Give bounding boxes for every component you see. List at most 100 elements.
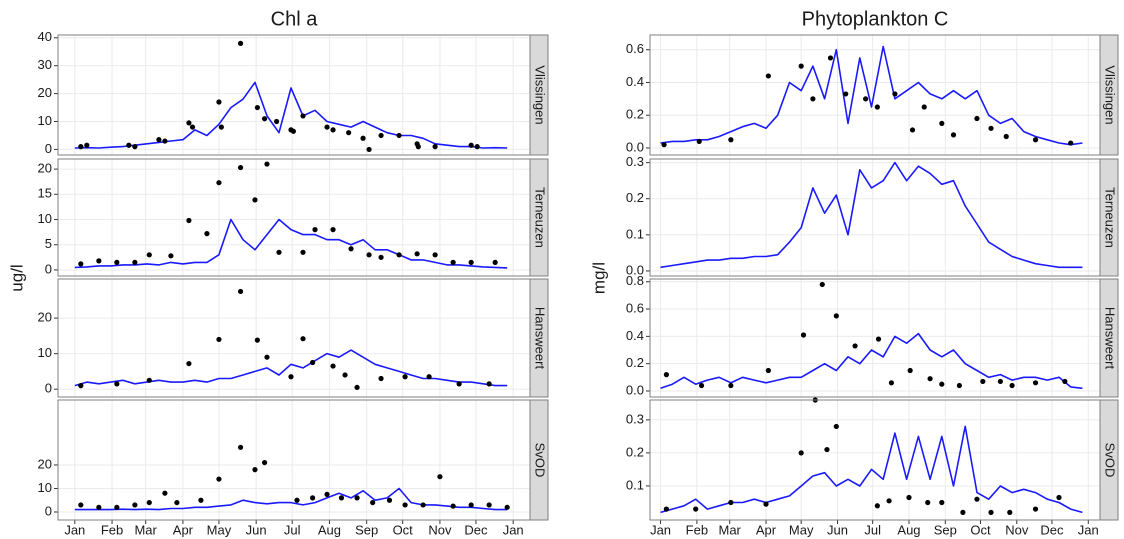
y-tick-label: 0.1 bbox=[626, 477, 644, 492]
model-line bbox=[74, 487, 508, 511]
observation-point bbox=[698, 382, 705, 389]
observation-point bbox=[763, 501, 769, 507]
observation-point bbox=[132, 502, 138, 508]
observation-point bbox=[84, 142, 90, 148]
observation-point bbox=[186, 217, 192, 224]
observation-point bbox=[132, 259, 138, 265]
observation-point bbox=[216, 180, 222, 186]
observation-point bbox=[437, 474, 443, 480]
y-axis-label: mg/l bbox=[589, 262, 608, 294]
observation-point bbox=[174, 499, 180, 506]
y-tick-label: 0.3 bbox=[626, 411, 644, 426]
observation-point bbox=[892, 91, 898, 97]
observation-point bbox=[254, 337, 260, 343]
observation-point bbox=[96, 504, 102, 510]
y-tick-label: 0.6 bbox=[626, 41, 644, 56]
observation-point bbox=[354, 495, 360, 501]
observation-point bbox=[420, 502, 426, 508]
observation-point bbox=[1032, 506, 1039, 512]
observation-point bbox=[288, 374, 294, 380]
observation-point bbox=[330, 363, 336, 369]
observation-point bbox=[330, 127, 336, 133]
observation-point bbox=[114, 259, 120, 265]
observation-point bbox=[300, 336, 306, 342]
x-tick-label: Sep bbox=[934, 522, 957, 537]
observation-point bbox=[261, 116, 268, 122]
observation-point bbox=[950, 132, 957, 138]
chart-title: Chl a bbox=[271, 8, 319, 30]
model-line bbox=[74, 81, 508, 149]
observation-point bbox=[693, 506, 699, 512]
x-tick-label: Nov bbox=[1005, 522, 1029, 537]
y-tick-label: 15 bbox=[38, 186, 52, 201]
observation-point bbox=[663, 372, 670, 378]
chart-title: Phytoplankton C bbox=[802, 8, 949, 30]
strip bbox=[1099, 34, 1119, 156]
x-tick-label: May bbox=[207, 522, 232, 537]
x-tick-label: Sep bbox=[355, 522, 378, 537]
observation-point bbox=[300, 113, 306, 119]
observation-point bbox=[78, 144, 84, 150]
observation-point bbox=[114, 504, 120, 510]
strip bbox=[529, 34, 549, 156]
observation-point bbox=[396, 132, 402, 139]
y-tick-label: 30 bbox=[38, 57, 52, 72]
x-tick-label: Mar bbox=[718, 522, 741, 537]
observation-point bbox=[1068, 140, 1074, 146]
observation-point bbox=[366, 252, 372, 258]
observation-point bbox=[156, 137, 162, 143]
observation-point bbox=[824, 446, 830, 453]
observation-point bbox=[252, 197, 258, 203]
observation-point bbox=[988, 509, 994, 515]
model-line bbox=[660, 45, 1083, 146]
observation-point bbox=[78, 383, 84, 389]
x-tick-label: Oct bbox=[393, 522, 414, 537]
observation-point bbox=[78, 261, 84, 267]
strip-label: Terneuzen bbox=[533, 187, 548, 248]
observation-point bbox=[492, 259, 498, 265]
y-axis-label: ug/l bbox=[7, 264, 26, 291]
observation-point bbox=[819, 281, 825, 288]
strip-label: Terneuzen bbox=[1103, 187, 1118, 248]
observation-point bbox=[925, 499, 931, 506]
panel-background bbox=[58, 159, 530, 276]
x-tick-label: Jun bbox=[246, 522, 267, 537]
y-tick-label: 5 bbox=[45, 236, 52, 251]
observation-point bbox=[663, 506, 670, 512]
observation-point bbox=[254, 104, 260, 111]
observation-point bbox=[486, 502, 492, 508]
observation-point bbox=[132, 144, 138, 150]
observation-point bbox=[273, 118, 280, 125]
observation-point bbox=[348, 246, 354, 252]
observation-point bbox=[886, 498, 892, 504]
observation-point bbox=[146, 499, 152, 506]
observation-point bbox=[396, 252, 402, 258]
strip bbox=[529, 158, 549, 277]
observation-point bbox=[888, 380, 895, 386]
x-tick-label: Jul bbox=[284, 522, 301, 537]
observation-point bbox=[798, 63, 804, 69]
x-tick-label: Feb bbox=[101, 522, 123, 537]
y-tick-label: 0.0 bbox=[626, 139, 644, 154]
model-line bbox=[660, 161, 1083, 269]
observation-point bbox=[661, 142, 667, 148]
observation-point bbox=[728, 137, 734, 143]
observation-point bbox=[810, 96, 816, 102]
observation-point bbox=[312, 227, 318, 233]
observation-point bbox=[366, 146, 372, 153]
y-tick-label: 0.2 bbox=[626, 355, 644, 370]
observation-point bbox=[114, 381, 120, 387]
y-tick-label: 0.1 bbox=[626, 226, 644, 241]
strip-label: Hansweert bbox=[1103, 307, 1118, 370]
x-tick-label: Nov bbox=[428, 522, 452, 537]
x-tick-label: Jan bbox=[650, 522, 671, 537]
y-tick-label: 0 bbox=[45, 503, 52, 518]
x-tick-label: Oct bbox=[970, 522, 991, 537]
observation-point bbox=[237, 288, 244, 295]
y-tick-label: 0.3 bbox=[626, 154, 644, 169]
observation-point bbox=[78, 502, 84, 508]
observation-point bbox=[765, 73, 771, 79]
observation-point bbox=[338, 495, 345, 501]
strip-label: SvOD bbox=[1103, 443, 1118, 478]
panel-background bbox=[650, 279, 1100, 397]
